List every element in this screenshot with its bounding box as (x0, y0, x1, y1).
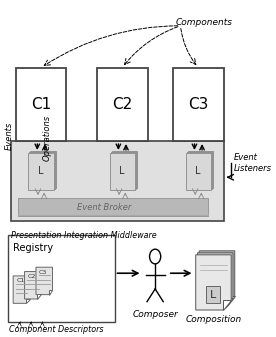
Polygon shape (36, 267, 52, 295)
Polygon shape (227, 296, 235, 306)
Polygon shape (196, 255, 231, 310)
Text: C2: C2 (112, 97, 132, 112)
Bar (16, 68, 67, 141)
Polygon shape (49, 290, 52, 295)
Polygon shape (38, 294, 41, 299)
Text: Registry: Registry (14, 243, 54, 253)
Bar (11, 141, 224, 221)
Text: L: L (38, 166, 44, 176)
Polygon shape (198, 253, 233, 308)
Bar (173, 68, 224, 141)
Bar (188, 151, 213, 188)
Text: C2: C2 (28, 274, 36, 279)
Polygon shape (26, 299, 30, 303)
Polygon shape (25, 272, 41, 299)
Bar (110, 152, 136, 189)
Bar (187, 152, 212, 189)
Bar (30, 151, 56, 188)
Bar (18, 198, 208, 216)
Text: Event
Listeners: Event Listeners (234, 153, 272, 173)
Text: L: L (120, 166, 125, 176)
Polygon shape (223, 300, 231, 310)
Text: Composer: Composer (132, 310, 178, 319)
Text: C3: C3 (39, 270, 47, 275)
Bar (206, 286, 221, 303)
Text: Presentation Integration Middleware: Presentation Integration Middleware (11, 232, 156, 240)
Text: Events: Events (4, 122, 13, 150)
Bar (110, 153, 135, 190)
Text: C1: C1 (16, 278, 25, 283)
Text: Operations: Operations (43, 115, 52, 161)
Text: Components: Components (176, 18, 232, 27)
Bar (8, 235, 115, 322)
Polygon shape (199, 251, 235, 306)
Bar (28, 153, 54, 190)
Bar (185, 153, 211, 190)
Polygon shape (225, 298, 233, 308)
Text: L: L (195, 166, 201, 176)
Text: L: L (210, 289, 217, 300)
Text: C1: C1 (31, 97, 51, 112)
Text: Component Descriptors: Component Descriptors (9, 325, 104, 334)
Bar (97, 68, 148, 141)
Polygon shape (13, 276, 30, 303)
Text: C3: C3 (188, 97, 208, 112)
Text: Composition: Composition (185, 315, 242, 324)
Text: Event Broker: Event Broker (77, 203, 132, 212)
Bar (112, 151, 137, 188)
Bar (29, 152, 55, 189)
